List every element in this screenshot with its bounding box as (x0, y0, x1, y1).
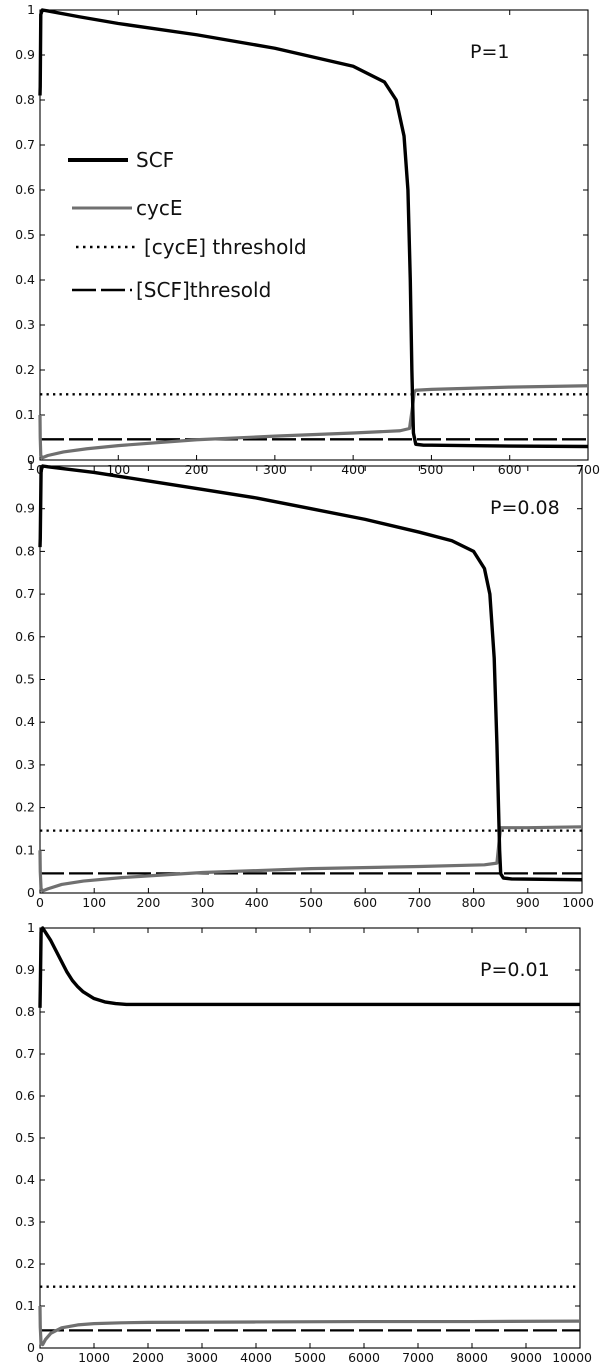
x-tick-label: 200 (136, 895, 160, 910)
series-line-scf (38, 464, 583, 882)
y-tick-label: 0 (27, 452, 35, 467)
x-tick-label: 300 (263, 462, 287, 477)
x-tick-label: 0 (36, 1350, 44, 1364)
y-tick-label: 0.6 (15, 629, 35, 644)
y-tick-label: 0.7 (15, 586, 35, 601)
x-tick-label: 800 (462, 895, 486, 910)
x-tick-label: 500 (299, 895, 323, 910)
x-tick-label: 400 (245, 895, 269, 910)
y-tick-label: 0.5 (15, 672, 35, 687)
legend: SCF cycE [cycE] threshold [SCF]thresold (68, 148, 307, 302)
y-tick-label: 0.7 (15, 1046, 35, 1061)
x-tick-label: 1000 (562, 895, 594, 910)
y-tick-label: 0.5 (15, 227, 35, 242)
x-tick-label: 400 (341, 462, 365, 477)
panel-label: P=0.01 (480, 959, 550, 981)
y-tick-label: 0.1 (15, 842, 35, 857)
y-tick-label: 0.3 (15, 757, 35, 772)
y-tick-label: 0.1 (15, 407, 35, 422)
y-tick-label: 0.3 (15, 317, 35, 332)
panel-label: P=1 (470, 41, 509, 63)
legend-label-cyce: cycE (136, 196, 182, 220)
y-tick-label: 1 (27, 458, 35, 473)
y-tick-label: 0.5 (15, 1130, 35, 1145)
x-tick-label: 8000 (456, 1350, 488, 1364)
y-tick-label: 0.8 (15, 92, 35, 107)
x-tick-label: 500 (419, 462, 443, 477)
y-tick-label: 0.4 (15, 714, 35, 729)
series-line-scf (38, 8, 589, 449)
x-tick-label: 200 (185, 462, 209, 477)
axes-frame (39, 9, 589, 461)
panel-p001: 0 1000 2000 3000 4000 5000 6000 7000 8000 9000 100… (15, 920, 592, 1364)
panel-label: P=0.08 (490, 497, 560, 519)
y-tick-label: 0.9 (15, 962, 35, 977)
y-tick-label: 0.2 (15, 1256, 35, 1271)
y-tick-label: 0 (27, 1340, 35, 1355)
y-tick-label: 0.9 (15, 501, 35, 516)
y-tick-label: 0.8 (15, 543, 35, 558)
x-tick-label: 3000 (186, 1350, 218, 1364)
y-tick-label: 0.6 (15, 182, 35, 197)
x-tick-label: 9000 (510, 1350, 542, 1364)
x-tick-label: 100 (82, 895, 106, 910)
y-tick-label: 0.4 (15, 272, 35, 287)
series-line-cyce (38, 1305, 581, 1347)
y-tick-label: 0.3 (15, 1214, 35, 1229)
y-tick-label: 0.7 (15, 137, 35, 152)
x-tick-label: 300 (191, 895, 215, 910)
y-tick-label: 0.4 (15, 1172, 35, 1187)
x-tick-label: 6000 (348, 1350, 380, 1364)
y-tick-label: 0.2 (15, 800, 35, 815)
y-tick-label: 0 (27, 885, 35, 900)
y-tick-label: 0.6 (15, 1088, 35, 1103)
y-tick-label: 1 (27, 920, 35, 935)
x-tick-label: 700 (407, 895, 431, 910)
x-tick-label: 5000 (294, 1350, 326, 1364)
y-tick-label: 0.1 (15, 1298, 35, 1313)
x-tick-label: 4000 (240, 1350, 272, 1364)
series-line-cyce (38, 384, 589, 460)
y-tick-label: 0.8 (15, 1004, 35, 1019)
y-tick-label: 0.9 (15, 47, 35, 62)
x-tick-label: 600 (498, 462, 522, 477)
legend-label-cyce-threshold: [cycE] threshold (144, 235, 307, 259)
panel-p008: 0 100 200 300 400 500 600 700 800 900 1000 0 0.1 0.2 0… (15, 458, 594, 910)
y-tick-label: 0.2 (15, 362, 35, 377)
x-tick-label: 10000 (552, 1350, 592, 1364)
panel-p1: 010020030040050060070000.10.20.30.40.50.… (15, 2, 600, 477)
x-tick-label: 900 (516, 895, 540, 910)
x-tick-label: 0 (36, 895, 44, 910)
x-tick-label: 700 (576, 462, 600, 477)
x-tick-label: 7000 (402, 1350, 434, 1364)
axes-frame (39, 927, 581, 1349)
x-tick-label: 600 (353, 895, 377, 910)
y-tick-label: 1 (27, 2, 35, 17)
legend-label-scf-threshold: [SCF]thresold (136, 278, 271, 302)
x-tick-label: 1000 (78, 1350, 110, 1364)
series-line-scf (38, 926, 580, 1008)
legend-label-scf: SCF (136, 148, 174, 172)
x-tick-label: 2000 (132, 1350, 164, 1364)
